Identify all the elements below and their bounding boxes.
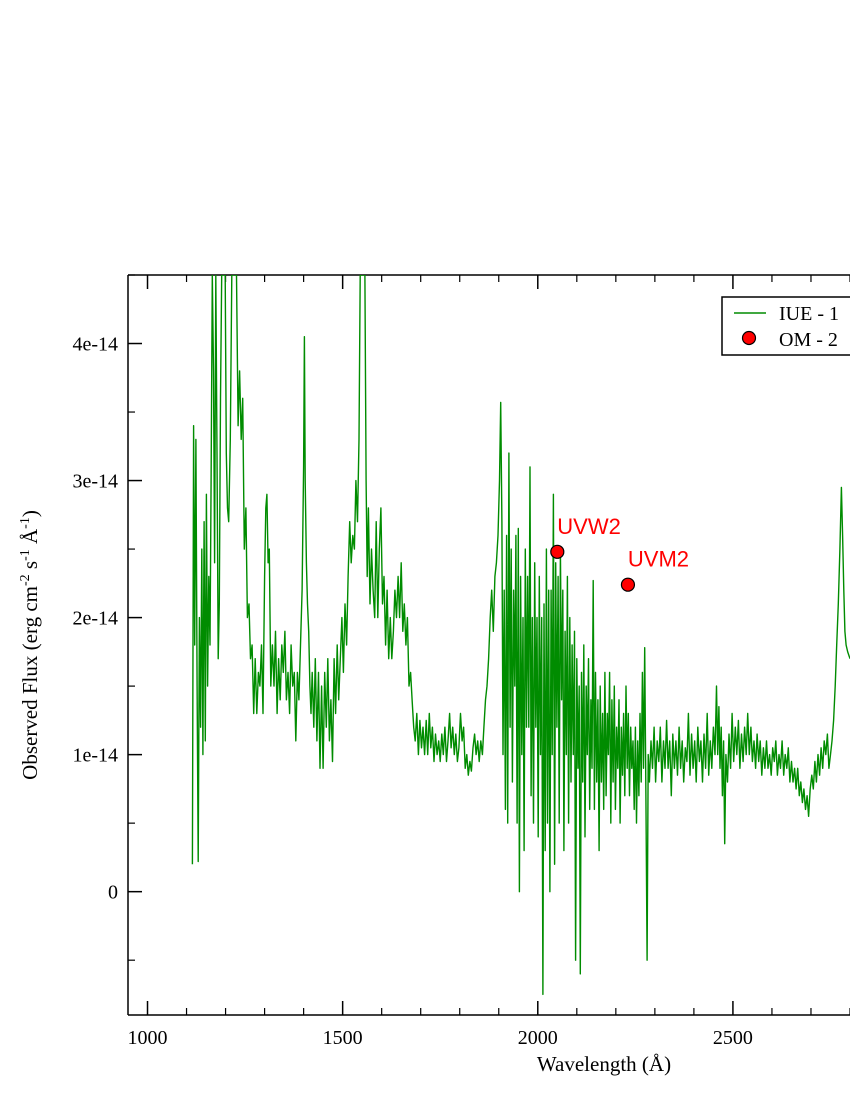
x-tick-label: 2500 [713, 1027, 753, 1049]
y-axis-title: Observed Flux (erg cm-2 s-1 Å-1) [18, 510, 42, 780]
x-tick-label: 2000 [518, 1027, 558, 1049]
y-tick-label: 0 [108, 882, 118, 904]
y-tick-label: 2e-14 [72, 608, 118, 630]
point-label: UVW2 [557, 514, 621, 539]
legend-label-om: OM - 2 [779, 329, 838, 351]
y-tick-label: 1e-14 [72, 745, 118, 767]
axis-tick-labels: 1000 1500 2000 2500 0 1e-14 2e-14 3e-14 4e-14 [72, 334, 752, 1049]
legend-label-iue: IUE - 1 [779, 303, 839, 325]
series-line-iue [191, 275, 850, 996]
point-label: UVM2 [628, 547, 689, 572]
y-tick-label: 4e-14 [72, 334, 118, 356]
x-tick-label: 1000 [128, 1027, 168, 1049]
x-axis-title: Wavelength (Å) [537, 1052, 671, 1076]
series-points-om [550, 544, 636, 592]
om-point [620, 577, 636, 592]
axis-ticks [128, 274, 850, 1015]
legend-box [721, 296, 850, 356]
point-annotations: UVW2 UVM2 [557, 514, 689, 572]
y-tick-label: 3e-14 [72, 471, 118, 493]
legend: IUE - 1 OM - 2 [721, 296, 850, 356]
om-point [550, 544, 565, 559]
x-tick-label: 1500 [323, 1027, 363, 1049]
legend-marker-swatch [741, 330, 757, 346]
